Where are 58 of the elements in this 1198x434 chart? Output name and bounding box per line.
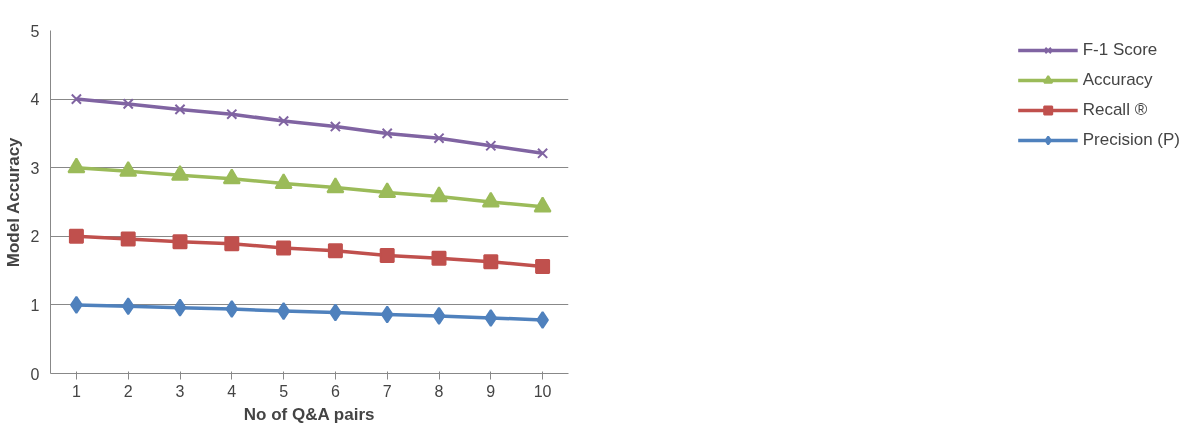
point xyxy=(222,168,241,185)
y-axis-title: Model Accuracy xyxy=(3,136,23,268)
legend-label: Precision (P) xyxy=(1082,130,1180,150)
point xyxy=(278,115,290,127)
point xyxy=(174,103,186,115)
x-tick-label: 5 xyxy=(279,382,289,400)
point xyxy=(329,120,341,133)
point xyxy=(379,248,395,264)
point xyxy=(381,127,393,139)
point xyxy=(173,298,187,317)
point xyxy=(224,236,240,252)
legend-label: Recall ® xyxy=(1082,100,1148,120)
point xyxy=(378,182,397,199)
x-tick-label: 7 xyxy=(382,382,392,400)
x-tick-label: 6 xyxy=(330,382,340,400)
y-tick-label: 1 xyxy=(30,296,40,314)
x-tick-label: 9 xyxy=(486,382,496,400)
y-tick-label: 3 xyxy=(30,159,40,177)
point xyxy=(171,165,189,181)
point xyxy=(120,231,136,247)
point xyxy=(430,186,448,203)
x-tick-label: 8 xyxy=(434,382,444,400)
point xyxy=(121,297,135,316)
point xyxy=(481,191,500,208)
legend-label: F-1 Score xyxy=(1082,40,1158,60)
y-tick-label: 4 xyxy=(30,91,40,109)
point xyxy=(326,177,345,194)
point xyxy=(537,147,549,159)
x-tick-label: 4 xyxy=(227,382,237,400)
point xyxy=(226,108,238,120)
y-tick-label: 0 xyxy=(30,365,40,383)
x-tick-label: 1 xyxy=(71,382,81,400)
point xyxy=(484,308,498,327)
y-tick-label: 2 xyxy=(30,228,40,246)
point xyxy=(535,258,551,274)
point xyxy=(431,250,447,266)
point xyxy=(225,300,239,319)
point xyxy=(327,243,343,259)
point xyxy=(433,132,445,144)
x-tick-label: 3 xyxy=(175,382,185,400)
point xyxy=(122,98,134,110)
x-tick-label: 2 xyxy=(123,382,133,400)
x-tick-label: 10 xyxy=(533,382,552,400)
point xyxy=(276,240,292,256)
legend-label: Accuracy xyxy=(1082,70,1153,90)
point xyxy=(380,305,394,324)
point xyxy=(119,160,138,177)
point xyxy=(68,228,84,244)
point xyxy=(533,196,552,213)
point xyxy=(67,157,86,174)
point xyxy=(485,140,497,152)
y-tick-label: 5 xyxy=(30,22,40,40)
x-axis-title: No of Q&A pairs xyxy=(243,404,375,424)
point xyxy=(483,254,499,270)
point xyxy=(172,234,188,250)
point xyxy=(70,93,82,105)
point xyxy=(274,173,293,190)
point xyxy=(432,306,446,325)
